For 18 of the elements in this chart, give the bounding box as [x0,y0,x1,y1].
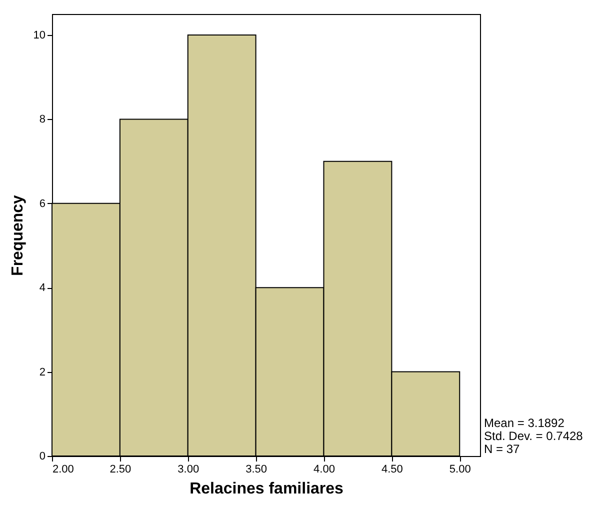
y-axis-title: Frequency [9,194,26,276]
text: Std. Dev. = 0.7428 [484,429,584,443]
y-tick-label: 2 [39,366,46,378]
y-tick-label: 0 [39,450,46,462]
text: N = 37 [484,442,520,456]
y-tick-label: 8 [39,114,46,126]
x-tick-label: 3.00 [178,464,200,476]
x-axis-title: Relacines familiares [190,480,344,498]
y-tick-label: 4 [39,282,46,294]
x-tick-label: 5.00 [449,464,471,476]
y-tick-label: 6 [39,198,46,210]
text: Mean = 3.1892 [484,416,565,430]
x-tick-label: 4.50 [381,464,403,476]
x-tick-label: 3.50 [246,464,268,476]
y-tick-label: 10 [33,30,46,42]
x-tick-label: 4.00 [314,464,335,476]
x-tick-label: 2.00 [52,464,74,476]
x-tick-label: 2.50 [110,464,132,476]
